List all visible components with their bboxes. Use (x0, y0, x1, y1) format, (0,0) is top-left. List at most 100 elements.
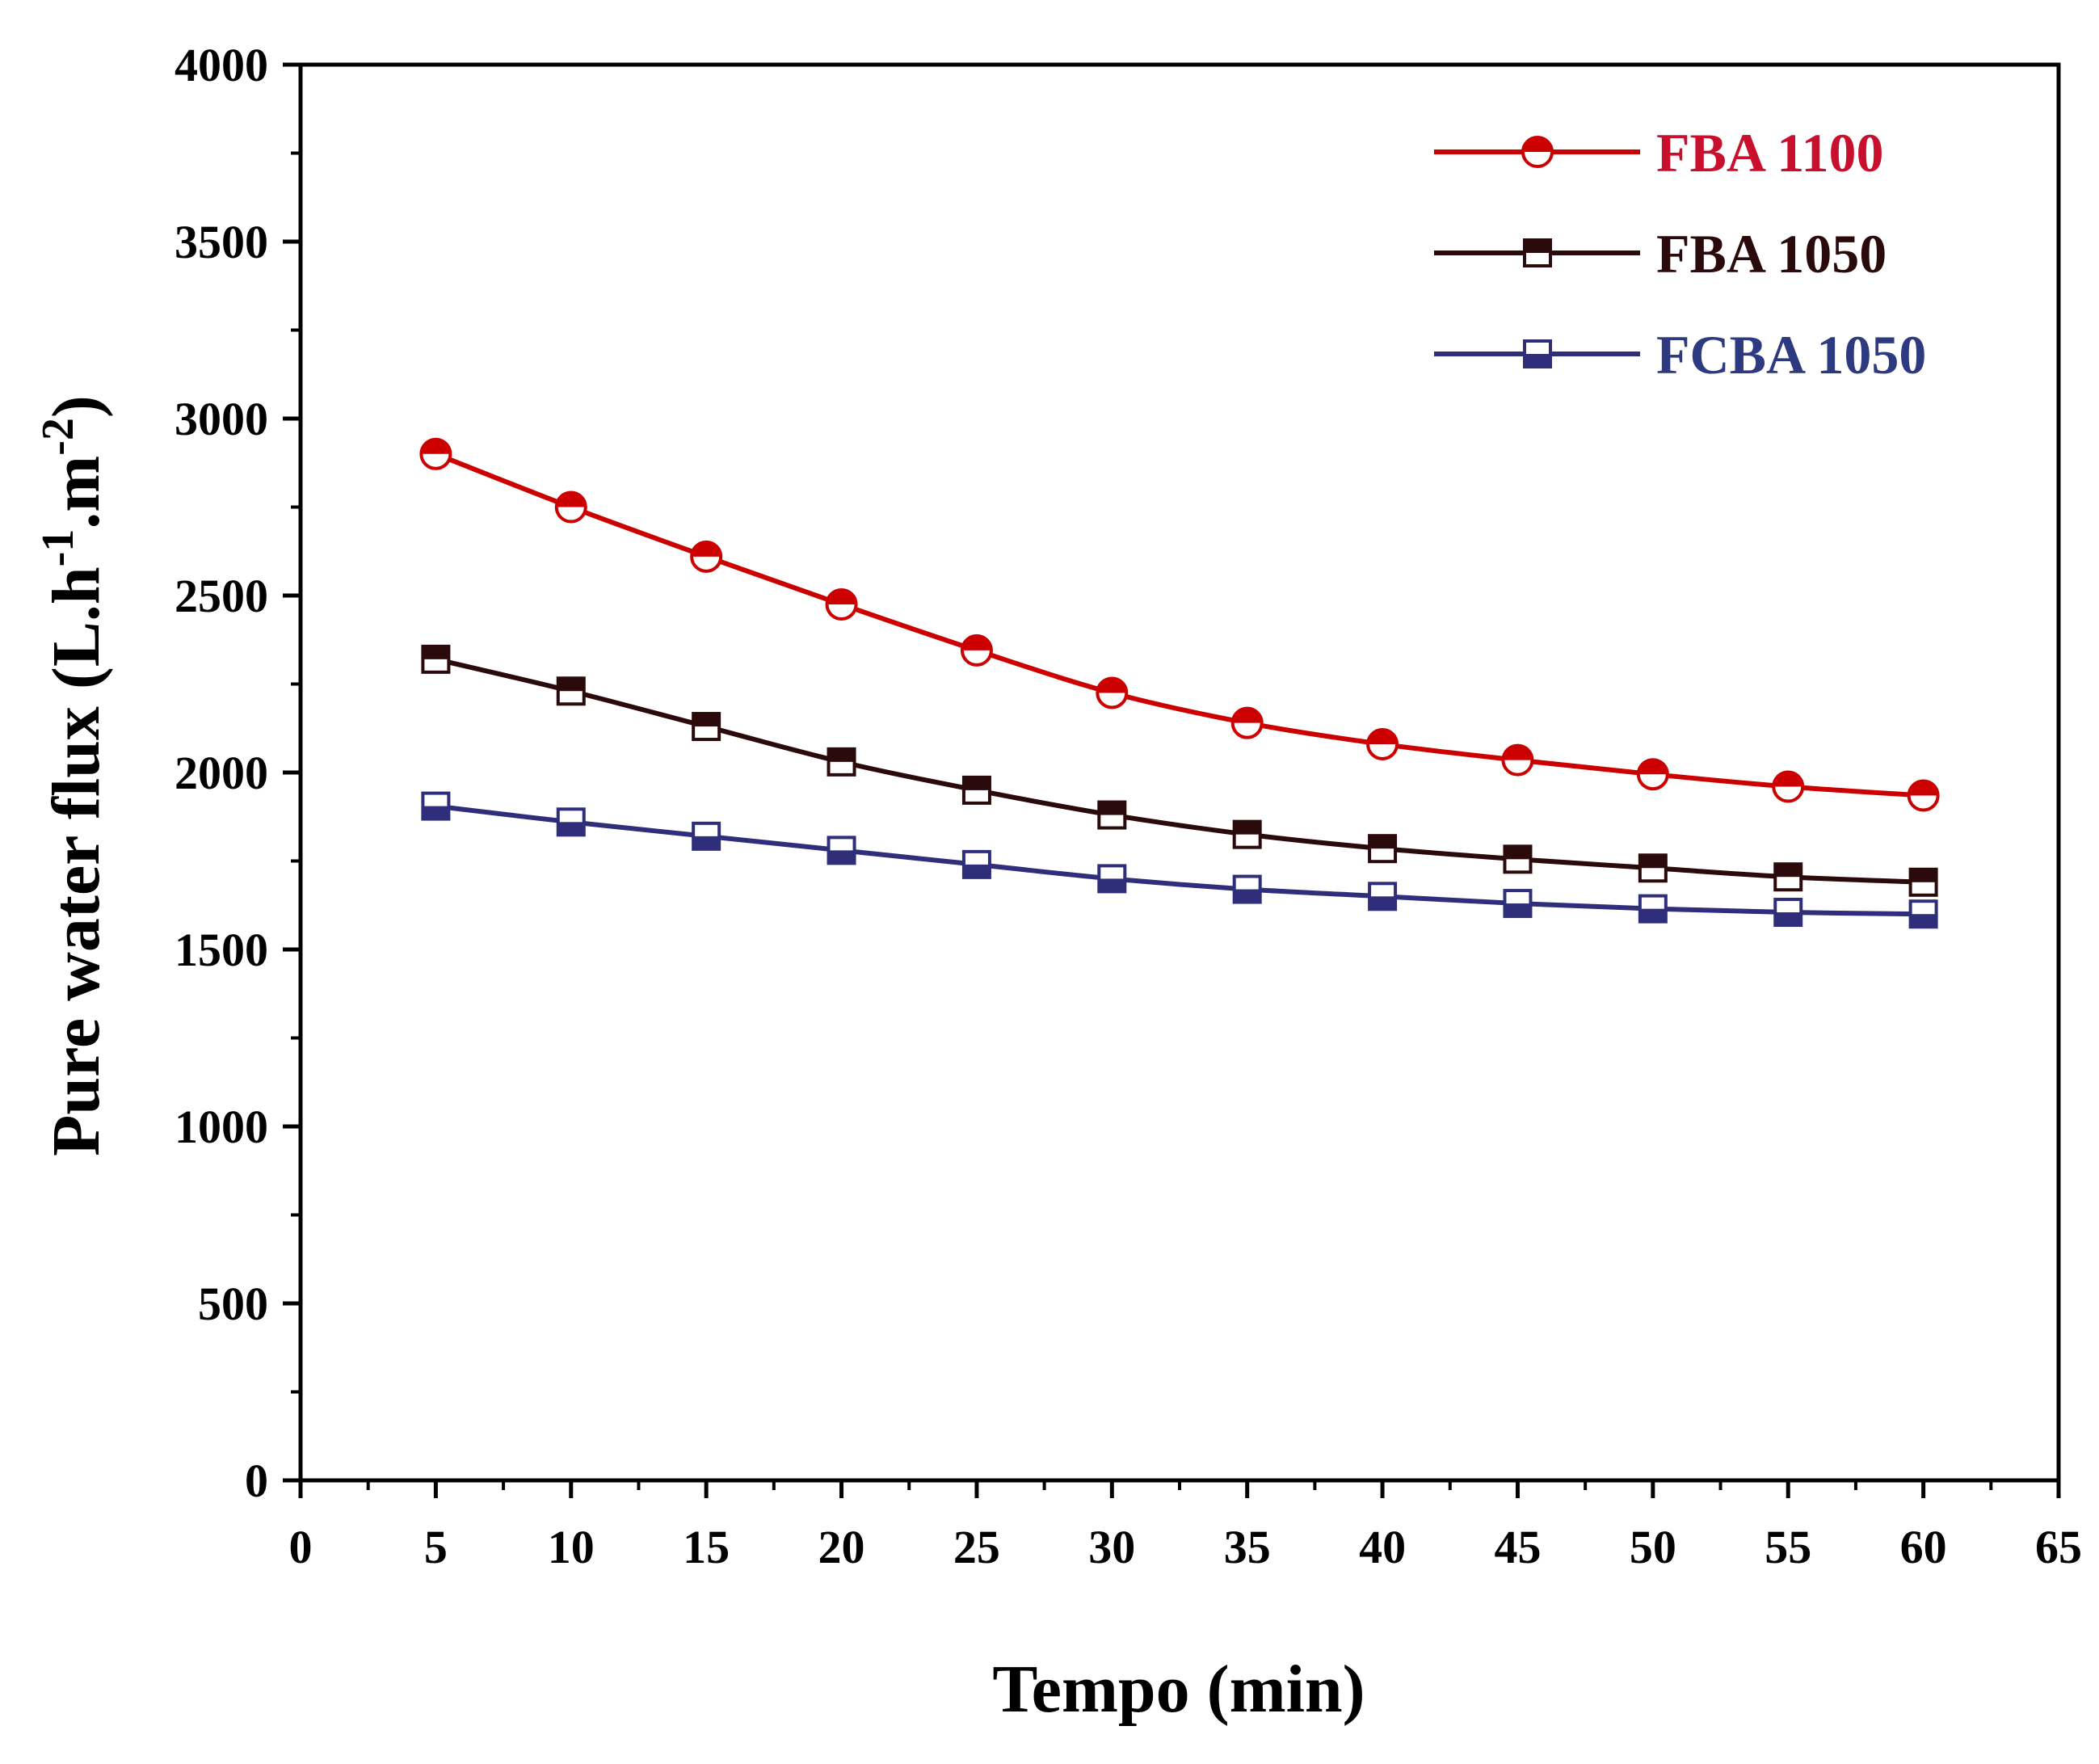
marker-fill (692, 541, 721, 557)
data-point (1096, 676, 1129, 709)
legend-marker (1521, 136, 1554, 168)
y-tick-label: 2500 (175, 570, 268, 622)
marker-fill (1775, 912, 1802, 926)
marker-fill (693, 714, 720, 727)
marker-fill (1503, 745, 1533, 760)
x-axis-title: Tempo (min) (992, 1652, 1365, 1727)
y-tick-label: 4000 (175, 39, 268, 91)
marker-fill (1910, 914, 1937, 928)
data-point (1097, 800, 1127, 830)
x-tick-label: 20 (818, 1521, 865, 1573)
x-tick-label: 45 (1494, 1521, 1541, 1573)
data-point (1638, 853, 1668, 883)
marker-fill (963, 864, 990, 878)
data-point (1908, 899, 1938, 929)
data-point (1773, 898, 1803, 928)
data-point (419, 437, 452, 470)
marker-fill (1369, 896, 1396, 910)
y-tick-label: 3000 (175, 393, 268, 445)
y-tick-label: 3500 (175, 216, 268, 268)
marker-fill (423, 806, 449, 819)
marker-fill (557, 822, 584, 836)
legend: FBA 1100 FBA 1050 FCBA 1050 (1434, 122, 1926, 385)
x-tick-label: 10 (548, 1521, 595, 1573)
x-tick-label: 15 (683, 1521, 730, 1573)
series-line (435, 803, 1924, 917)
x-tick-label: 50 (1630, 1521, 1676, 1573)
data-point (1366, 727, 1399, 760)
legend-item: FCBA 1050 (1434, 324, 1926, 385)
series-fba-1050 (421, 644, 1938, 897)
y-tick-label: 1000 (175, 1101, 268, 1153)
data-point (1097, 864, 1127, 894)
legend-marker (1523, 339, 1552, 368)
marker-fill (423, 646, 449, 659)
x-tick-label: 25 (953, 1521, 1000, 1573)
data-point (961, 775, 991, 805)
series-fba-1100 (419, 437, 1940, 812)
marker-fill (827, 589, 856, 604)
legend-marker (1523, 238, 1552, 267)
marker-fill (1369, 836, 1396, 849)
data-point (960, 634, 993, 667)
data-point (1232, 819, 1262, 849)
marker-fill (828, 850, 855, 864)
marker-fill (1232, 708, 1262, 723)
x-tick-label: 30 (1088, 1521, 1135, 1573)
marker-fill (1773, 772, 1803, 787)
x-tick-label: 65 (2035, 1521, 2082, 1573)
x-tick-label: 55 (1765, 1521, 1811, 1573)
marker-fill (1525, 354, 1550, 367)
series-line (435, 452, 1924, 798)
data-point (1501, 743, 1534, 777)
data-point (1368, 834, 1398, 864)
marker-fill (1504, 903, 1531, 917)
marker-fill (1523, 137, 1552, 152)
axes-layer: 0 500 1000 1500 2000 2500 3000 3500 4000 0 5 10 15 20… (175, 39, 2082, 1573)
data-point (692, 821, 721, 851)
data-point (692, 712, 721, 742)
data-point (1230, 706, 1264, 739)
series-layer (419, 437, 1940, 929)
x-tick-label: 40 (1359, 1521, 1406, 1573)
data-point (825, 587, 858, 621)
marker-fill (828, 748, 855, 762)
y-tick-label: 500 (198, 1278, 268, 1330)
marker-fill (963, 777, 990, 790)
marker-fill (1639, 855, 1666, 869)
data-point (554, 490, 587, 524)
y-tick-label: 2000 (175, 747, 268, 799)
data-point (1773, 862, 1803, 892)
data-point (421, 644, 451, 674)
x-tick-label: 5 (424, 1521, 448, 1573)
marker-fill (1638, 760, 1668, 775)
data-point (1908, 867, 1938, 897)
series-line (435, 656, 1924, 885)
legend-item: FBA 1100 (1434, 122, 1884, 183)
x-tick-label: 35 (1224, 1521, 1271, 1573)
marker-fill (1099, 878, 1125, 892)
x-tick-label: 0 (289, 1521, 313, 1573)
data-point (1638, 894, 1668, 924)
data-point (1503, 889, 1533, 919)
data-point (1636, 758, 1669, 791)
legend-item: FBA 1050 (1434, 223, 1887, 284)
data-point (690, 540, 723, 573)
marker-fill (1525, 240, 1550, 253)
data-point (1232, 874, 1262, 904)
marker-fill (961, 635, 991, 650)
marker-fill (421, 439, 451, 454)
data-point (827, 836, 856, 865)
legend-label: FBA 1100 (1656, 122, 1884, 183)
y-axis-title: Pure water flux (L.h-1.m-2) (33, 395, 114, 1156)
marker-fill (1097, 678, 1127, 693)
series-fcba-1050 (421, 791, 1938, 929)
data-point (827, 747, 856, 777)
data-point (1368, 882, 1398, 911)
data-point (961, 849, 991, 879)
data-point (556, 676, 586, 706)
marker-fill (1234, 889, 1260, 903)
marker-fill (1234, 821, 1260, 835)
y-tick-label: 0 (245, 1455, 268, 1507)
